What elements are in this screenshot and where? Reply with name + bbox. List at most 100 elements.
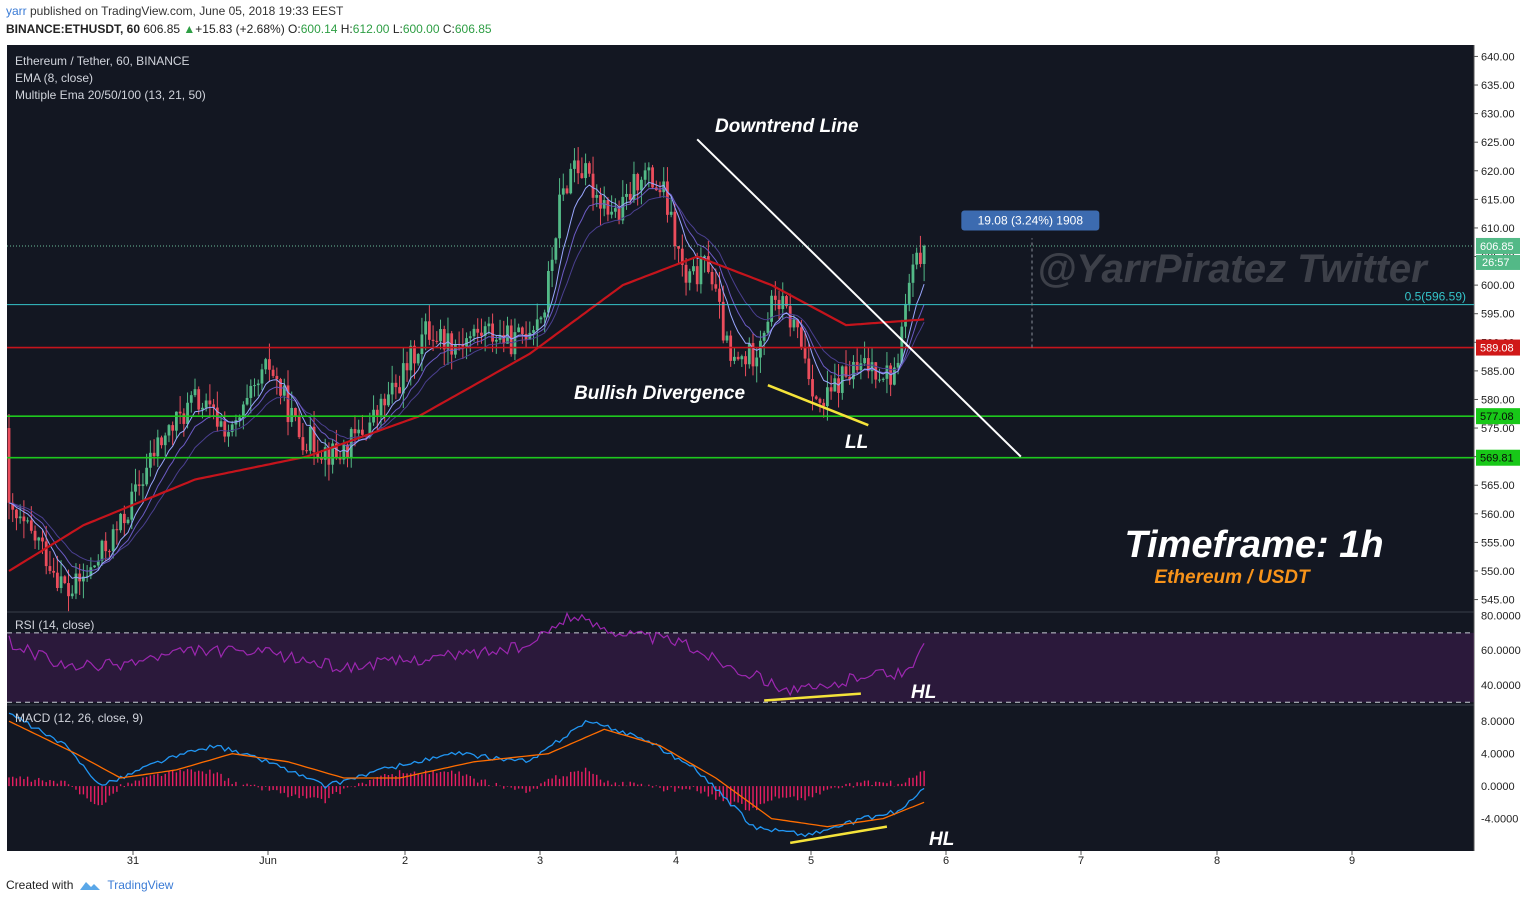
candle-body	[617, 208, 621, 221]
candle-body	[368, 422, 372, 437]
measure-label: 19.08 (3.24%) 1908	[978, 214, 1084, 228]
candle-body	[33, 530, 37, 541]
publish-info: yarr published on TradingView.com, June …	[6, 4, 343, 18]
price-tick-label: 610.00	[1481, 223, 1515, 235]
tradingview-label: TradingView	[107, 878, 174, 892]
watermark: @YarrPiratez Twitter	[1037, 247, 1429, 291]
measure-badge	[961, 210, 1100, 231]
macd-divergence-line	[789, 825, 888, 845]
candle-body	[788, 306, 792, 328]
price-tick-label: 580.00	[1481, 394, 1515, 406]
candle-body	[227, 432, 230, 437]
rsi-hl-label: HL	[911, 682, 936, 703]
candle-body	[26, 520, 29, 522]
ema50-line	[8, 255, 925, 572]
candle-body	[111, 529, 115, 552]
candle-body	[502, 334, 506, 344]
candle-body	[480, 332, 483, 336]
candle-body	[353, 429, 357, 434]
price-chart[interactable]: 640.00 635.00 630.00 625.00 620.00 615.00 610.…	[0, 42, 1532, 870]
price-tick-label: 545.00	[1481, 595, 1515, 607]
candle-body	[208, 400, 212, 405]
candle-body	[513, 332, 517, 355]
candle-body	[249, 385, 253, 398]
candle-body	[621, 196, 625, 221]
level-badge-label: 577.08	[1480, 411, 1514, 423]
candle-body	[461, 344, 465, 347]
macd-legend: MACD (12, 26, close, 9)	[15, 711, 143, 725]
candle-body	[145, 467, 149, 485]
level-badge-label: 589.08	[1480, 343, 1514, 355]
candle-body	[651, 167, 654, 188]
candle-body	[818, 398, 822, 403]
downtrend-label: Downtrend Line	[715, 116, 859, 137]
open-value: 600.14	[300, 22, 338, 36]
candle-body	[606, 200, 610, 215]
footer: Created with TradingView	[6, 878, 173, 892]
candle-body	[547, 271, 550, 313]
rsi-legend: RSI (14, close)	[15, 618, 94, 632]
price-tick-label: 575.00	[1481, 423, 1515, 435]
price-tick-label: 640.00	[1481, 51, 1515, 63]
price-tick-label: 555.00	[1481, 537, 1515, 549]
candle-body	[413, 345, 416, 364]
candle-body	[398, 387, 401, 394]
candle-body	[74, 573, 78, 594]
candle-body	[119, 513, 122, 531]
candle-body	[669, 211, 673, 215]
candle-body	[799, 327, 803, 347]
candle-body	[186, 402, 189, 424]
candle-body	[677, 246, 680, 249]
candle-body	[673, 211, 677, 247]
candle-body	[844, 366, 848, 377]
rsi-tick-label: 40.0000	[1481, 680, 1521, 692]
candle-body	[316, 451, 320, 458]
candle-body	[264, 359, 268, 370]
candle-body	[156, 437, 160, 457]
candle-body	[148, 452, 152, 468]
candle-body	[740, 356, 744, 360]
candle-body	[279, 379, 282, 396]
tradingview-link[interactable]: TradingView	[79, 878, 173, 892]
candle-body	[171, 425, 175, 431]
time-tick-label: 5	[808, 855, 814, 867]
author-link[interactable]: yarr	[6, 4, 27, 18]
level-badge-label: 606.85	[1480, 241, 1514, 253]
candle-body	[658, 190, 662, 193]
macd-line	[8, 712, 925, 838]
candle-body	[85, 575, 89, 577]
candle-body	[427, 321, 431, 340]
price-tick-label: 600.00	[1481, 280, 1515, 292]
level-badge	[1476, 237, 1520, 254]
candle-body	[643, 170, 647, 180]
candle-body	[863, 358, 866, 364]
candle-body	[204, 400, 208, 408]
candle-body	[859, 363, 863, 371]
candle-body	[584, 163, 587, 179]
candle-body	[814, 396, 818, 399]
candle-body	[29, 520, 33, 531]
candle-body	[561, 188, 565, 195]
price-tick-label: 620.00	[1481, 166, 1515, 178]
level-badge-label: 569.81	[1480, 453, 1514, 465]
candle-body	[294, 407, 297, 417]
candle-body	[219, 421, 223, 427]
candle-body	[390, 382, 394, 395]
candle-body	[915, 252, 919, 265]
candle-body	[792, 319, 796, 328]
candle-body	[755, 357, 759, 367]
candle-body	[684, 264, 688, 283]
candle-body	[245, 397, 249, 405]
candle-body	[591, 173, 595, 198]
level-badge	[1476, 339, 1520, 356]
candle-body	[554, 238, 558, 260]
candle-body	[532, 330, 535, 333]
candle-body	[706, 256, 710, 273]
price-tick-label: 625.00	[1481, 137, 1515, 149]
candle-body	[100, 540, 104, 561]
candle-body	[297, 416, 301, 438]
countdown-badge	[1476, 254, 1520, 270]
candle-body	[725, 335, 729, 341]
candle-body	[305, 450, 308, 452]
candle-body	[718, 288, 721, 302]
